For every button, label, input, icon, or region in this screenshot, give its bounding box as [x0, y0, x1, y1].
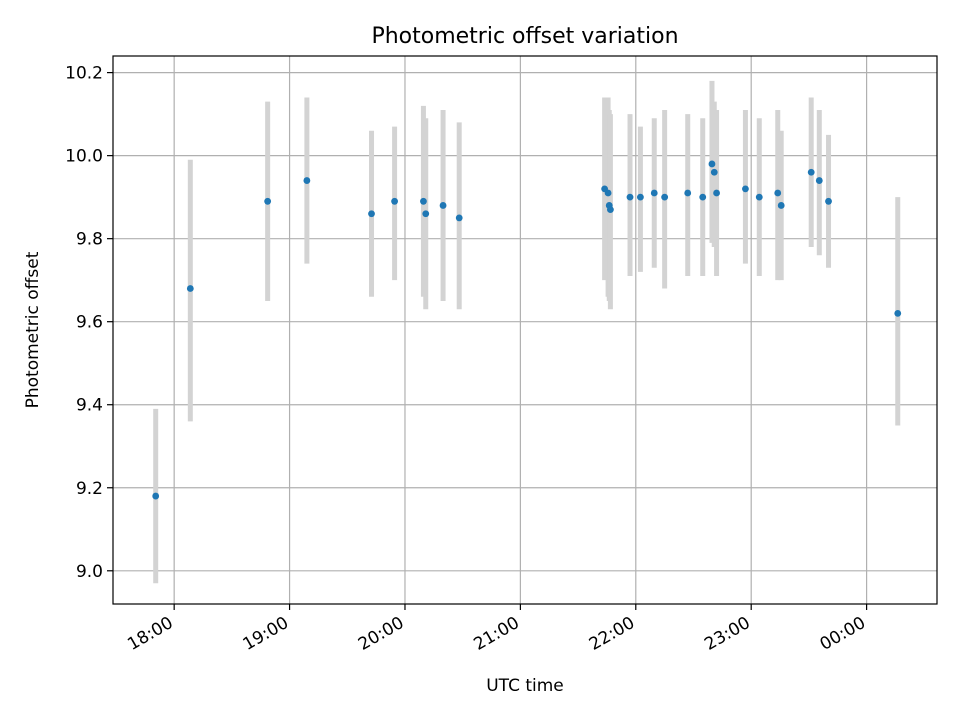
data-point: [420, 197, 427, 205]
data-point: [439, 202, 447, 209]
data-point: [825, 197, 832, 205]
y-tick-label: 10.2: [65, 64, 103, 84]
y-tick-label: 10.0: [65, 147, 103, 167]
x-tick-label: 22:00: [586, 613, 638, 655]
data-point: [774, 189, 782, 197]
data-point: [455, 214, 463, 222]
data-point: [604, 189, 612, 197]
data-point: [742, 185, 749, 193]
data-point: [264, 197, 272, 205]
data-point: [708, 160, 716, 168]
data-point: [684, 189, 692, 197]
data-point: [607, 206, 614, 214]
data-point: [422, 210, 430, 218]
chart-title: Photometric offset variation: [371, 24, 678, 49]
grid-lines: [113, 56, 937, 604]
data-point: [713, 189, 720, 197]
data-point: [186, 285, 194, 292]
y-tick-label: 9.2: [76, 479, 103, 499]
x-tick-label: 23:00: [701, 613, 753, 655]
data-point: [650, 189, 658, 197]
data-point: [391, 197, 398, 205]
data-point: [637, 193, 644, 201]
axis-ticks: 18:00 19:00 20:00 21:00 22:00 23:00 00:00 9.0 9.…: [65, 64, 869, 655]
plot-frame: [112, 55, 938, 605]
x-tick-label: 20:00: [355, 613, 407, 655]
data-point: [699, 193, 707, 201]
y-axis-label: Photometric offset: [23, 251, 43, 408]
data-point: [894, 309, 902, 317]
y-tick-label: 9.6: [76, 313, 103, 333]
data-point: [152, 492, 160, 500]
y-tick-label: 9.0: [76, 562, 103, 582]
data-point: [777, 202, 785, 209]
y-tick-label: 9.4: [76, 396, 103, 416]
x-tick-label: 21:00: [470, 613, 522, 655]
data-point: [807, 168, 815, 176]
x-tick-label: 18:00: [124, 613, 176, 655]
data-point: [303, 177, 311, 184]
data-point: [755, 193, 763, 201]
x-axis-label: UTC time: [486, 676, 564, 696]
x-tick-label: 19:00: [240, 613, 292, 655]
data-point: [815, 177, 823, 184]
x-tick-label: 00:00: [817, 613, 869, 655]
data-point: [626, 193, 634, 201]
data-point: [710, 168, 718, 176]
data-point: [368, 210, 375, 218]
y-tick-label: 9.8: [76, 230, 103, 250]
data-points: [152, 160, 902, 500]
data-point: [661, 193, 669, 201]
error-bars: [153, 80, 901, 584]
